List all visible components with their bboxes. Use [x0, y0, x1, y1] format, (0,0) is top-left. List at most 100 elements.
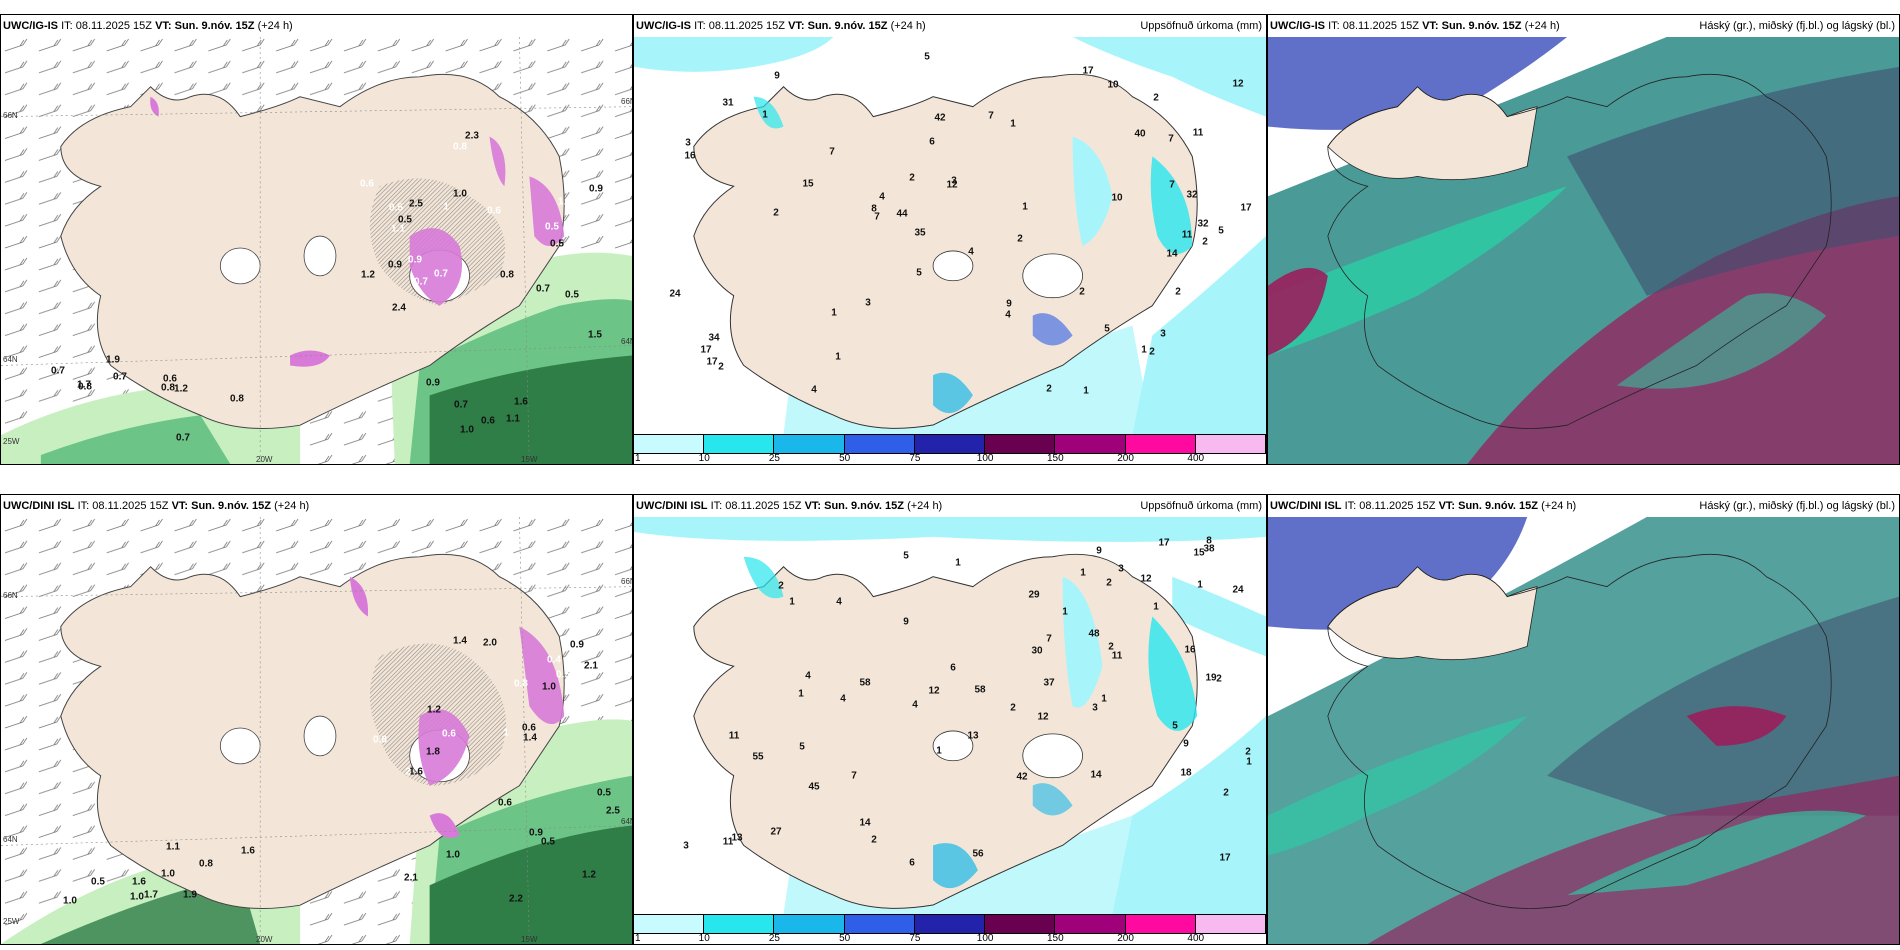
legend-tick: 400 — [1187, 933, 1205, 944]
value-label: 2 — [1153, 92, 1159, 104]
value-label: 0.7 — [454, 399, 468, 411]
value-label: 15 — [1193, 547, 1205, 559]
value-label: 0.6 — [522, 722, 536, 734]
value-label: 0.9 — [408, 254, 422, 266]
value-label: 1.6 — [409, 766, 423, 778]
value-label: 7 — [874, 211, 880, 223]
panel-top-cloud: UWC/IG-IS IT: 08.11.2025 15Z VT: Sun. 9.… — [1267, 14, 1900, 465]
value-label: 1 — [1101, 693, 1107, 705]
precip-map[interactable]: 1 10 7 7 1 15 9 5 5 5 17 5 42 31 35 40 34 24 4 6 7 3 11 2 4 11 1 12… — [634, 37, 1266, 434]
value-label: 16 — [1184, 644, 1196, 656]
legend-swatch — [774, 435, 845, 453]
value-label: 2 — [773, 207, 779, 219]
value-label: 7 — [851, 770, 857, 782]
lon-label: 20W — [256, 935, 273, 944]
value-label: 37 — [1043, 677, 1055, 689]
value-label: 2.1 — [404, 872, 418, 884]
wind-map[interactable]: 66N 64N 25W 20W 15W 66N 64N 0.8 0.5 0.6 1.0… — [1, 517, 632, 944]
legend-swatch — [914, 915, 986, 933]
panel-header: UWC/IG-IS IT: 08.11.2025 15Z VT: Sun. 9.… — [1, 15, 632, 37]
lon-label: 15W — [521, 455, 538, 464]
value-label: 24 — [1232, 584, 1244, 596]
legend-tick: 1 — [635, 933, 641, 944]
value-label: 2 — [1245, 746, 1251, 758]
vt-value: Sun. 9.nóv. 15Z — [174, 20, 255, 32]
value-label: 1 — [1246, 756, 1252, 768]
vt-label: VT: — [1438, 500, 1456, 512]
value-label: 7 — [829, 146, 835, 158]
value-label: 1 — [936, 745, 942, 757]
value-label: 0.6 — [360, 178, 374, 190]
value-label: 2 — [1017, 233, 1023, 245]
cloud-map[interactable] — [1268, 517, 1899, 944]
wind-map-canvas — [1, 517, 632, 944]
legend-swatch — [1195, 915, 1266, 933]
value-label: 1.2 — [582, 869, 596, 881]
model-name: UWC/IG-IS — [636, 20, 691, 32]
value-label: 1 — [1083, 385, 1089, 397]
panel-title: Uppsöfnuð úrkoma (mm) — [1140, 500, 1262, 512]
value-label: 1.2 — [427, 704, 441, 716]
lat-label: 64N — [3, 355, 18, 364]
value-label: 48 — [1088, 628, 1100, 640]
lead-time: (+24 h) — [890, 20, 926, 32]
value-label: 3 — [951, 175, 957, 187]
value-label: 58 — [974, 684, 986, 696]
value-label: 0.8 — [373, 734, 387, 746]
legend-swatch — [1125, 435, 1196, 453]
value-label: 0.5 — [565, 289, 579, 301]
value-label: 1 — [798, 688, 804, 700]
value-label: 7 — [988, 110, 994, 122]
value-label: 0.5 — [389, 202, 403, 214]
legend-swatch — [844, 915, 915, 933]
legend-tick: 400 — [1187, 453, 1205, 464]
value-label: 1.5 — [588, 329, 602, 341]
precip-map-canvas — [634, 517, 1266, 914]
legend-swatch — [634, 435, 705, 453]
wind-map[interactable]: 66N 64N 25W 20W 15W 66N 64N 0.8 1.0 1.0 1.2… — [1, 37, 632, 464]
value-label: 5 — [1218, 225, 1224, 237]
value-label: 8 — [1206, 535, 1212, 547]
lead-time: (+24 h) — [1524, 20, 1560, 32]
value-label: 2 — [871, 834, 877, 846]
value-label: 1.7 — [144, 889, 158, 901]
it-label: IT: — [1344, 500, 1357, 512]
lead-time: (+24 h) — [907, 500, 943, 512]
legend-tick: 10 — [698, 453, 710, 464]
value-label: 0.7 — [536, 283, 550, 295]
value-label: 55 — [752, 751, 764, 763]
legend-tick: 50 — [839, 933, 851, 944]
value-label: 0.5 — [541, 836, 555, 848]
value-label: 8 — [871, 203, 877, 215]
lon-label: 20W — [256, 455, 273, 464]
value-label: 2 — [1010, 702, 1016, 714]
value-label: 1 — [1080, 567, 1086, 579]
value-label: 14 — [859, 817, 871, 829]
lat-label: 25W — [3, 917, 20, 926]
vt-label: VT: — [1422, 20, 1439, 32]
value-label: 3 — [1118, 563, 1124, 575]
value-label: 0.5 — [597, 787, 611, 799]
value-label: 1.6 — [514, 396, 528, 408]
vt-label: VT: — [788, 20, 805, 32]
value-label: 0.6 — [163, 373, 177, 385]
value-label: 1 — [443, 201, 449, 213]
panel-header: UWC/IG-IS IT: 08.11.2025 15Z VT: Sun. 9.… — [1268, 15, 1899, 37]
legend-colorbar — [634, 914, 1266, 934]
legend-swatch — [1125, 915, 1196, 933]
it-label: IT: — [694, 20, 706, 32]
value-label: 0.7 — [176, 432, 190, 444]
value-label: 5 — [799, 741, 805, 753]
value-label: 1 — [789, 596, 795, 608]
legend-tick: 25 — [768, 933, 780, 944]
precip-map[interactable]: 3 3 2 1 1 1 1 1 1 12 29 13 4 1 9 17 9 2 7 27 6 58 45 56 48 55 58 30… — [634, 517, 1266, 914]
lat-label: 64N — [3, 835, 18, 844]
it-value: 08.11.2025 15Z — [725, 500, 802, 512]
value-label: 0.7 — [434, 268, 448, 280]
value-label: 14 — [1166, 248, 1178, 260]
vt-value: Sun. 9.nóv. 15Z — [191, 500, 271, 512]
lat-label: 66N — [621, 577, 632, 586]
value-label: 13 — [731, 832, 743, 844]
cloud-map[interactable] — [1268, 37, 1899, 464]
value-label: 1.0 — [542, 681, 556, 693]
